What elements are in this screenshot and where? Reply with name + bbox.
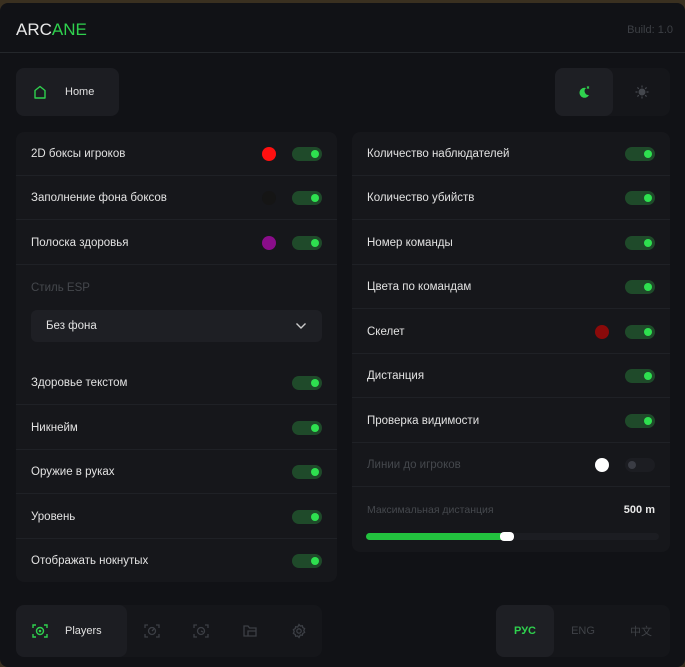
lang-label: ENG (571, 625, 595, 637)
max-distance-slider[interactable] (366, 532, 659, 541)
toggle[interactable] (625, 324, 655, 339)
setting-label: Заполнение фона боксов (31, 191, 167, 204)
toggle[interactable] (292, 554, 322, 568)
color-picker[interactable] (595, 457, 609, 472)
setting-row: Скелет (352, 310, 670, 354)
nav-players-label: Players (65, 625, 102, 637)
app-window: ARCANE Build: 1.0 Home 2D боксы игроков … (0, 3, 685, 667)
setting-label: Количество наблюдателей (367, 147, 510, 160)
setting-label: Уровень (31, 510, 76, 523)
setting-label: Полоска здоровья (31, 236, 129, 249)
logo: ARCANE (16, 20, 87, 39)
esp-style-label: Стиль ESP (31, 282, 90, 294)
radar-icon (144, 624, 160, 638)
setting-row: Здоровье текстом (16, 361, 337, 405)
header: ARCANE Build: 1.0 (0, 3, 685, 53)
setting-row: Линии до игроков (352, 443, 670, 487)
dropdown-value: Без фона (46, 320, 97, 332)
moon-icon (579, 86, 590, 98)
max-distance-label: Максимальная дистанция (367, 504, 494, 516)
setting-row: Никнейм (16, 406, 337, 450)
setting-row: Номер команды (352, 221, 670, 265)
color-picker[interactable] (262, 235, 276, 250)
aim-icon (193, 624, 209, 638)
toggle[interactable] (292, 420, 322, 435)
build-version: Build: 1.0 (627, 24, 673, 36)
setting-label: Количество убийств (367, 191, 475, 204)
setting-row: Заполнение фона боксов (16, 176, 337, 220)
max-distance-row: Максимальная дистанция 500 m (352, 488, 670, 532)
setting-row: Количество наблюдателей (352, 132, 670, 176)
toggle[interactable] (625, 235, 655, 250)
toggle[interactable] (625, 146, 655, 161)
esp-style-row: Стиль ESP (16, 266, 337, 310)
toggle[interactable] (292, 509, 322, 524)
lang-zh[interactable]: 中文 (612, 605, 670, 657)
setting-row: 2D боксы игроков (16, 132, 337, 176)
light-theme-button[interactable] (613, 68, 670, 116)
right-settings-panel: Количество наблюдателей Количество убийс… (352, 132, 670, 552)
home-icon (34, 85, 46, 99)
setting-label: Отображать нокнутых (31, 555, 149, 567)
folder-icon (243, 625, 257, 637)
toggle[interactable] (292, 235, 322, 250)
dark-theme-button[interactable] (555, 68, 613, 116)
setting-row: Уровень (16, 495, 337, 539)
color-picker[interactable] (262, 146, 276, 161)
toggle[interactable] (625, 279, 655, 294)
toggle[interactable] (292, 375, 322, 390)
nav-players[interactable]: Players (16, 605, 127, 657)
lang-rus[interactable]: РУС (496, 605, 554, 657)
setting-row: Отображать нокнутых (16, 539, 337, 583)
setting-label: Линии до игроков (367, 458, 461, 471)
toggle[interactable] (625, 368, 655, 383)
home-button[interactable]: Home (16, 68, 119, 116)
setting-label: Проверка видимости (367, 414, 480, 427)
toggle[interactable] (292, 190, 322, 205)
setting-row: Дистанция (352, 354, 670, 398)
nav-radar[interactable] (132, 605, 172, 657)
color-picker[interactable] (595, 324, 609, 339)
nav-settings[interactable] (279, 605, 319, 657)
setting-label: Дистанция (367, 369, 425, 382)
setting-row: Цвета по командам (352, 265, 670, 309)
setting-label: Цвета по командам (367, 280, 472, 293)
setting-row: Проверка видимости (352, 399, 670, 443)
chevron-down-icon (296, 323, 306, 329)
lang-eng[interactable]: ENG (554, 605, 612, 657)
color-picker[interactable] (262, 190, 276, 205)
sun-icon (635, 85, 648, 99)
toggle[interactable] (625, 413, 655, 428)
toggle[interactable] (292, 464, 322, 479)
gear-icon (292, 623, 306, 639)
slider-handle[interactable] (499, 532, 514, 541)
left-settings-panel: 2D боксы игроков Заполнение фона боксов … (16, 132, 337, 582)
max-distance-value: 500 m (623, 504, 655, 516)
setting-label: Скелет (367, 325, 405, 338)
setting-row: Количество убийств (352, 176, 670, 220)
lang-label: 中文 (630, 626, 652, 638)
setting-label: Номер команды (367, 236, 453, 249)
lang-label: РУС (514, 625, 536, 637)
esp-style-dropdown[interactable]: Без фона (31, 310, 322, 342)
player-scan-icon (32, 624, 48, 638)
toggle[interactable] (625, 457, 655, 472)
setting-label: Здоровье текстом (31, 376, 128, 389)
setting-row: Полоска здоровья (16, 221, 337, 265)
setting-label: Оружие в руках (31, 465, 115, 478)
setting-label: Никнейм (31, 421, 78, 434)
home-label: Home (65, 86, 95, 98)
setting-row: Оружие в руках (16, 450, 337, 494)
nav-aim[interactable] (181, 605, 221, 657)
toggle[interactable] (625, 190, 655, 205)
setting-label: 2D боксы игроков (31, 147, 126, 160)
slider-fill (366, 533, 507, 540)
toggle[interactable] (292, 146, 322, 161)
nav-folder[interactable] (230, 605, 270, 657)
